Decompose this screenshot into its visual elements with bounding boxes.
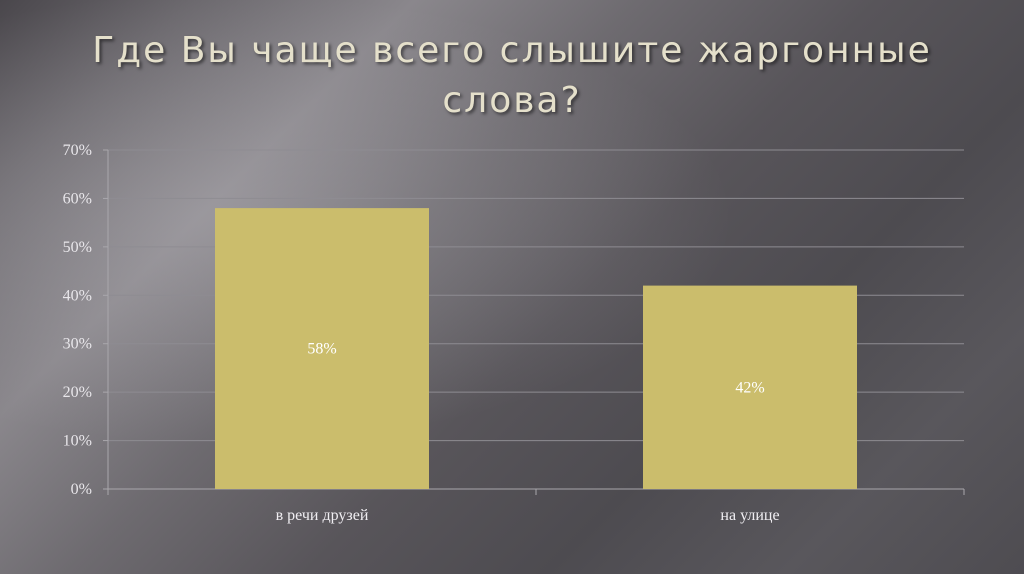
y-tick-label: 10% xyxy=(63,433,92,450)
slide-title: Где Вы чаще всего слышите жаргонные слов… xyxy=(92,30,932,121)
y-tick-label: 60% xyxy=(63,190,92,207)
bar-data-label: 58% xyxy=(307,341,336,358)
x-category-label: в речи друзей xyxy=(276,507,369,524)
y-tick-label: 40% xyxy=(63,287,92,304)
bar xyxy=(215,208,429,489)
bar-data-label: 42% xyxy=(735,379,764,396)
y-tick-label: 20% xyxy=(63,384,92,401)
y-tick-label: 50% xyxy=(63,239,92,256)
bar xyxy=(643,285,857,489)
y-tick-label: 30% xyxy=(63,336,92,353)
x-category-label: на улице xyxy=(720,507,779,524)
y-tick-label: 0% xyxy=(71,481,92,498)
y-tick-label: 70% xyxy=(63,142,92,159)
